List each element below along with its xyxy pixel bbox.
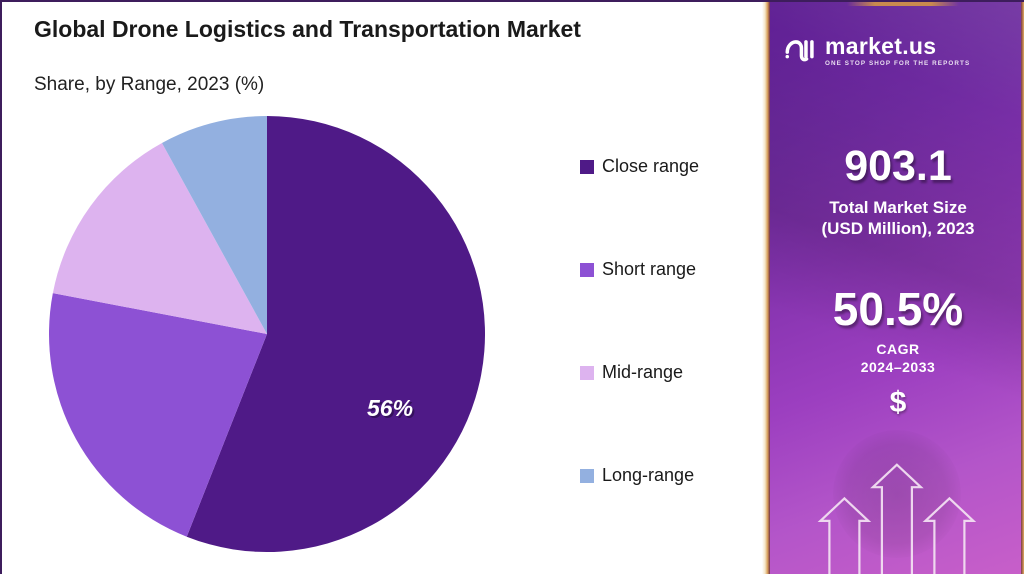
svg-text:56%: 56% — [367, 395, 413, 421]
